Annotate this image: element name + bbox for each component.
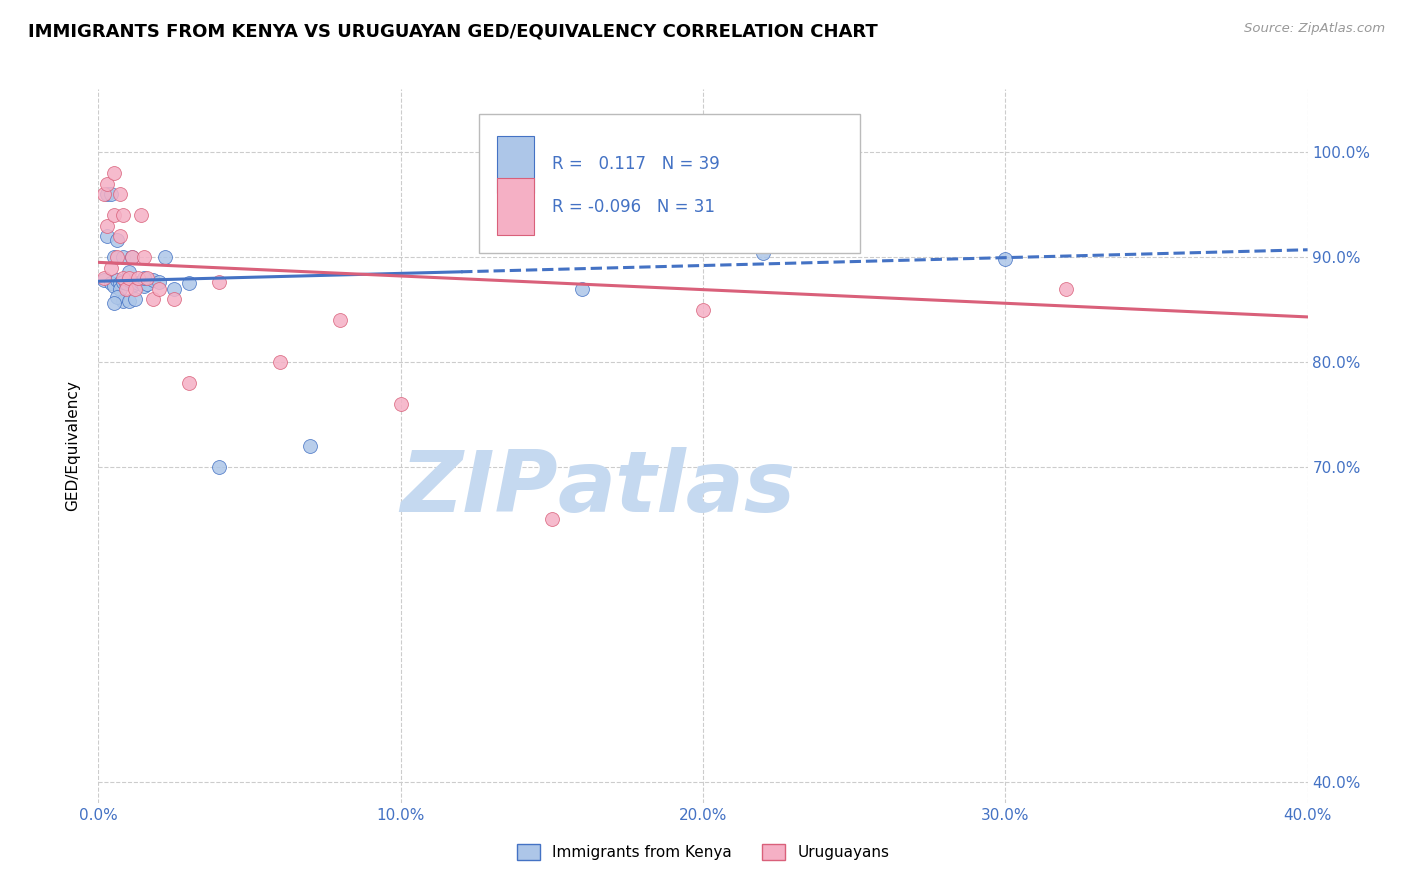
Point [1054,282,1077,296]
Point [118,271,141,285]
Point [142,273,165,287]
Point [269,355,291,369]
Point [111,275,134,289]
Point [96,177,118,191]
Text: R = -0.096   N = 31: R = -0.096 N = 31 [551,198,714,216]
Point [148,275,170,289]
Point [118,265,141,279]
Point [329,313,352,327]
Point [299,439,322,453]
Point [208,460,231,475]
Point [103,208,125,222]
Point [142,292,165,306]
Point [127,271,149,285]
Point [571,282,593,296]
Point [121,250,143,264]
Text: IMMIGRANTS FROM KENYA VS URUGUAYAN GED/EQUIVALENCY CORRELATION CHART: IMMIGRANTS FROM KENYA VS URUGUAYAN GED/E… [28,22,877,40]
Point [135,277,157,292]
Point [127,277,149,291]
Point [105,250,128,264]
Point [103,296,125,310]
Point [994,252,1017,267]
FancyBboxPatch shape [498,178,534,235]
Point [103,166,125,180]
Text: atlas: atlas [558,447,796,531]
Point [100,277,122,291]
Point [179,277,201,291]
Point [93,271,115,285]
Point [96,219,118,233]
Point [132,250,155,264]
Point [121,250,143,264]
Point [108,277,131,291]
Y-axis label: GED/Equivalency: GED/Equivalency [65,381,80,511]
Point [135,271,157,285]
Point [111,271,134,285]
Text: R =   0.117   N = 39: R = 0.117 N = 39 [551,155,720,173]
Point [124,277,146,292]
Point [108,282,131,296]
Point [153,250,176,264]
Text: ZIP: ZIP [401,447,558,531]
Point [103,250,125,264]
Point [96,229,118,244]
Point [108,187,131,202]
Point [111,208,134,222]
Point [132,279,155,293]
Point [752,246,775,260]
Point [100,187,122,202]
Point [540,512,562,526]
Point [103,279,125,293]
Point [481,208,503,222]
Point [129,208,152,222]
Point [118,294,141,309]
Point [93,187,115,202]
Point [105,273,128,287]
Point [93,273,115,287]
Point [114,277,136,291]
Point [163,292,186,306]
Point [108,229,131,244]
Point [208,275,231,289]
Point [96,187,118,202]
Text: Source: ZipAtlas.com: Source: ZipAtlas.com [1244,22,1385,36]
Point [389,397,412,411]
FancyBboxPatch shape [498,136,534,193]
Point [148,282,170,296]
Point [179,376,201,390]
Point [111,294,134,309]
Point [132,271,155,285]
Point [100,260,122,275]
Legend: Immigrants from Kenya, Uruguayans: Immigrants from Kenya, Uruguayans [510,838,896,866]
Point [124,282,146,296]
Point [105,233,128,247]
Point [118,273,141,287]
Point [692,302,714,317]
Point [105,290,128,304]
Point [129,275,152,289]
Point [124,292,146,306]
FancyBboxPatch shape [479,114,860,253]
Point [111,250,134,264]
Point [163,282,186,296]
Point [114,282,136,296]
